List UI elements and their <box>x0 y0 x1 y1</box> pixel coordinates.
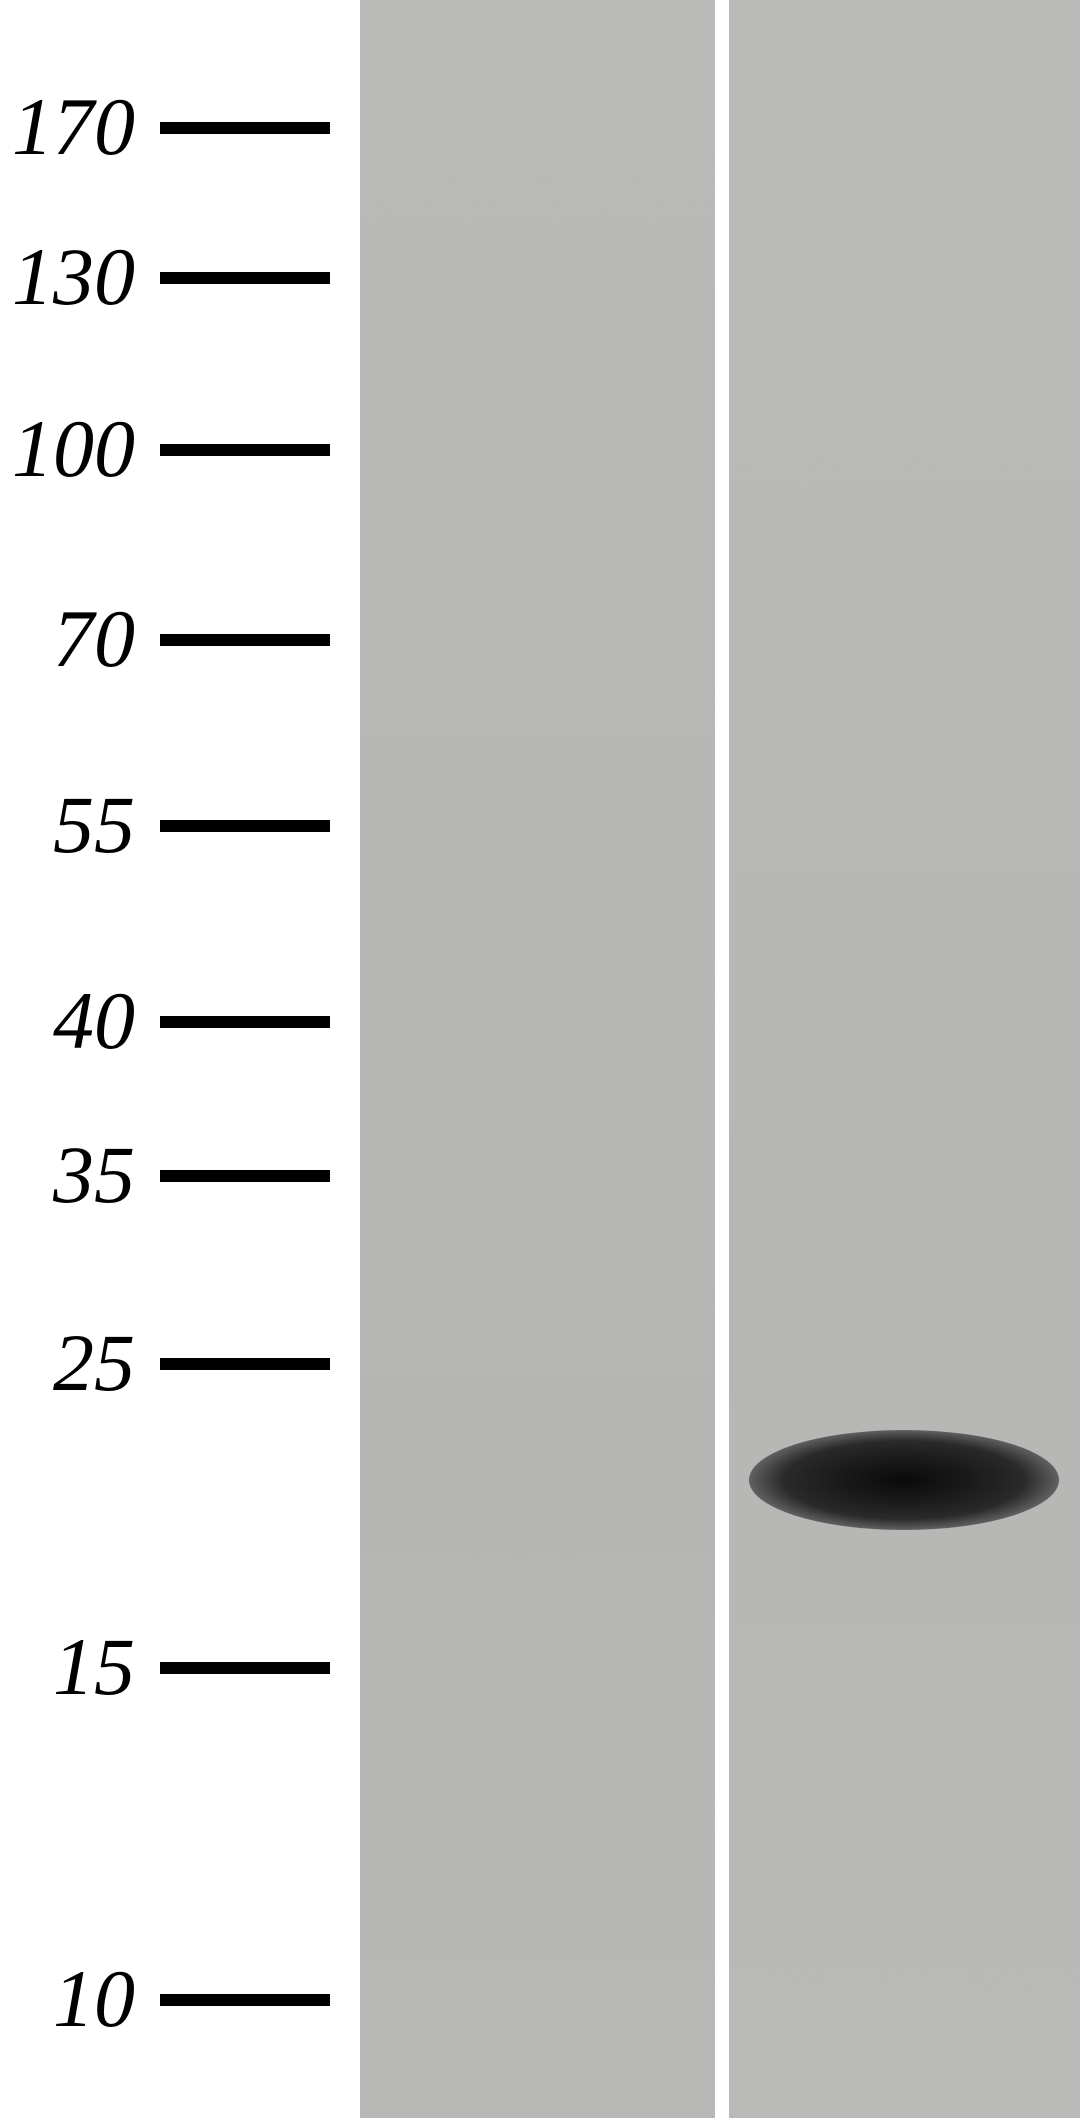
marker-label: 40 <box>53 974 135 1068</box>
marker-tick <box>160 1994 330 2006</box>
lane-texture <box>360 0 715 2118</box>
marker-tick <box>160 820 330 832</box>
marker-tick <box>160 1170 330 1182</box>
lane-divider <box>715 0 729 2118</box>
marker-tick <box>160 272 330 284</box>
marker-label: 70 <box>53 592 135 686</box>
blot-lanes <box>360 0 1080 2118</box>
lane-texture <box>729 0 1080 2118</box>
protein-band <box>749 1430 1059 1530</box>
western-blot-figure: 170 130 100 70 55 40 35 25 15 10 <box>0 0 1080 2118</box>
marker-label: 130 <box>12 230 135 324</box>
marker-tick <box>160 634 330 646</box>
marker-tick <box>160 1662 330 1674</box>
marker-tick <box>160 444 330 456</box>
marker-label: 35 <box>53 1128 135 1222</box>
marker-tick <box>160 122 330 134</box>
marker-label: 100 <box>12 402 135 496</box>
blot-lane-1 <box>360 0 715 2118</box>
marker-label: 25 <box>53 1316 135 1410</box>
marker-label: 55 <box>53 778 135 872</box>
marker-label: 15 <box>53 1620 135 1714</box>
molecular-weight-ladder: 170 130 100 70 55 40 35 25 15 10 <box>0 0 360 2118</box>
marker-tick <box>160 1016 330 1028</box>
marker-label: 10 <box>53 1952 135 2046</box>
marker-tick <box>160 1358 330 1370</box>
blot-lane-2 <box>729 0 1080 2118</box>
marker-label: 170 <box>12 80 135 174</box>
